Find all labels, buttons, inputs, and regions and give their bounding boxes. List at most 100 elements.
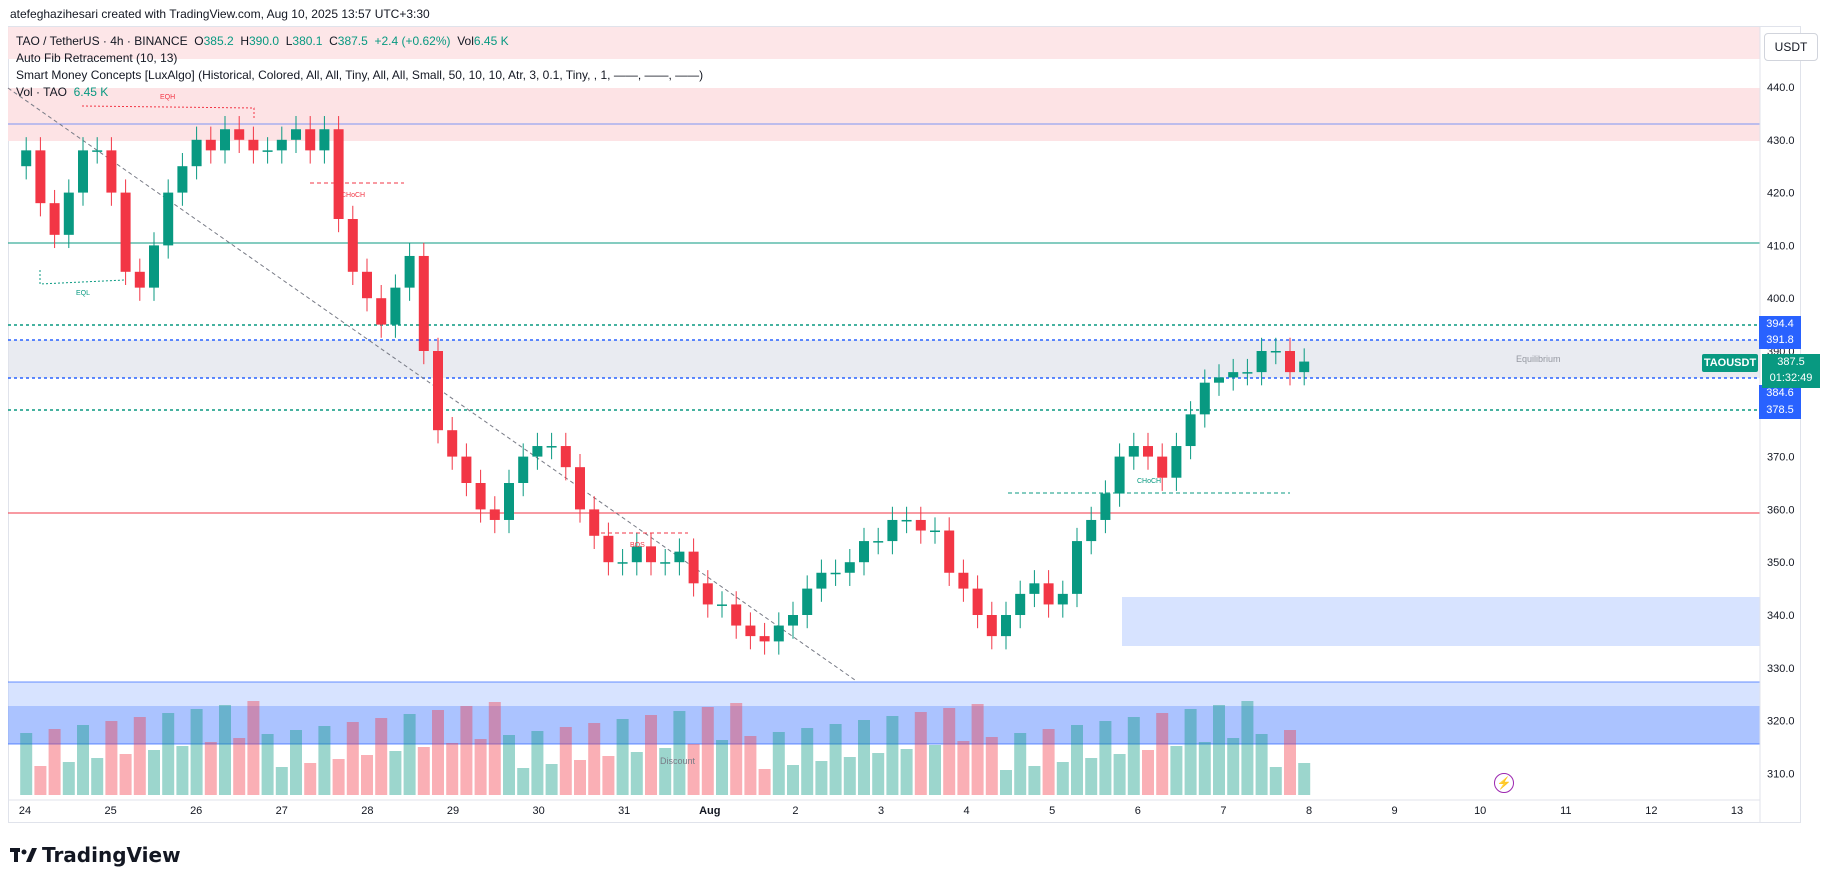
- candle-body[interactable]: [1029, 583, 1040, 594]
- candle-body[interactable]: [759, 636, 770, 642]
- candle-body[interactable]: [234, 129, 245, 140]
- candle-body[interactable]: [220, 129, 230, 151]
- candle-body[interactable]: [688, 551, 699, 584]
- candle-body[interactable]: [1015, 593, 1026, 615]
- indicator-smc-row[interactable]: Smart Money Concepts [LuxAlgo] (Historic…: [16, 68, 704, 82]
- candle-body[interactable]: [958, 572, 969, 589]
- candle-body[interactable]: [504, 483, 514, 520]
- candle-body[interactable]: [660, 562, 671, 564]
- candle-body[interactable]: [134, 271, 145, 288]
- candle-body[interactable]: [546, 446, 557, 448]
- candle-body[interactable]: [830, 572, 841, 575]
- candle-body[interactable]: [35, 150, 46, 204]
- candle-body[interactable]: [291, 129, 301, 140]
- candle-body[interactable]: [376, 298, 387, 325]
- candle-body[interactable]: [944, 530, 955, 573]
- candle-body[interactable]: [319, 129, 330, 151]
- candle-body[interactable]: [603, 535, 614, 563]
- flash-icon[interactable]: ⚡: [1494, 773, 1514, 793]
- candle-body[interactable]: [816, 572, 827, 589]
- candle-body[interactable]: [1214, 377, 1224, 383]
- candle-body[interactable]: [106, 150, 117, 193]
- candle-body[interactable]: [1086, 519, 1097, 542]
- candle-body[interactable]: [362, 271, 372, 299]
- candle-body[interactable]: [276, 139, 287, 151]
- candle-body[interactable]: [1043, 583, 1054, 605]
- tradingview-logo[interactable]: TradingView: [10, 841, 181, 867]
- candle-body[interactable]: [802, 588, 813, 615]
- candle-body[interactable]: [717, 604, 727, 606]
- candle-body[interactable]: [248, 139, 259, 151]
- candle-body[interactable]: [390, 287, 401, 325]
- symbol-legend-row[interactable]: TAO / TetherUS · 4h · BINANCE O385.2 H39…: [16, 33, 703, 50]
- time-axis[interactable]: 24 25 26 27 28 29 30 31 Aug 2 3 4 5 6 7 8 9 10 11 12 13: [19, 805, 1743, 817]
- candle-body[interactable]: [575, 467, 585, 510]
- candle-body[interactable]: [901, 519, 912, 522]
- candle-body[interactable]: [1270, 351, 1281, 353]
- candle-body[interactable]: [461, 456, 472, 483]
- candle-body[interactable]: [518, 456, 529, 483]
- candle-body[interactable]: [1299, 361, 1310, 373]
- candle-body[interactable]: [191, 139, 202, 167]
- candle-body[interactable]: [986, 615, 997, 637]
- indicator-fib-row[interactable]: Auto Fib Retracement (10, 13): [16, 51, 178, 65]
- candlesticks[interactable]: [21, 116, 1310, 655]
- candle-body[interactable]: [972, 588, 983, 615]
- candle-body[interactable]: [433, 351, 443, 431]
- candle-body[interactable]: [489, 509, 500, 520]
- candle-body[interactable]: [21, 150, 32, 167]
- candle-body[interactable]: [532, 446, 543, 457]
- candle-body[interactable]: [646, 546, 656, 563]
- candle-body[interactable]: [1072, 541, 1082, 594]
- candle-body[interactable]: [305, 129, 316, 151]
- candle-body[interactable]: [731, 604, 742, 626]
- candle-body[interactable]: [773, 625, 784, 642]
- candle-body[interactable]: [92, 150, 103, 152]
- candle-body[interactable]: [915, 519, 926, 531]
- candle-body[interactable]: [873, 541, 884, 543]
- candle-body[interactable]: [205, 139, 216, 151]
- candle-body[interactable]: [674, 551, 685, 563]
- candle-body[interactable]: [418, 255, 429, 351]
- candle-body[interactable]: [333, 129, 344, 219]
- candle-body[interactable]: [631, 546, 642, 563]
- price-axis[interactable]: 440.0430.0420.0410.0400.0390.0370.0360.0…: [1767, 82, 1795, 780]
- candle-body[interactable]: [589, 509, 600, 536]
- candle-body[interactable]: [1171, 446, 1182, 478]
- candle-body[interactable]: [1242, 372, 1253, 374]
- candle-body[interactable]: [930, 530, 940, 533]
- candle-body[interactable]: [1285, 351, 1295, 373]
- candle-body[interactable]: [1228, 372, 1239, 378]
- candle-body[interactable]: [617, 562, 628, 564]
- candle-body[interactable]: [844, 562, 855, 573]
- candle-body[interactable]: [120, 192, 131, 272]
- candle-body[interactable]: [887, 519, 898, 542]
- candle-body[interactable]: [702, 583, 713, 605]
- candle-body[interactable]: [149, 245, 159, 288]
- candle-body[interactable]: [475, 483, 486, 510]
- candle-body[interactable]: [49, 203, 60, 235]
- candle-body[interactable]: [1114, 456, 1125, 494]
- candle-body[interactable]: [404, 255, 415, 288]
- candle-body[interactable]: [447, 430, 458, 457]
- candle-body[interactable]: [1001, 615, 1011, 637]
- candle-body[interactable]: [1100, 493, 1111, 520]
- candle-body[interactable]: [177, 166, 188, 193]
- symbol-title[interactable]: TAO / TetherUS · 4h · BINANCE: [16, 34, 188, 48]
- candle-body[interactable]: [347, 219, 358, 272]
- candle-body[interactable]: [78, 150, 88, 193]
- candle-body[interactable]: [560, 446, 571, 468]
- candle-body[interactable]: [859, 541, 869, 563]
- candle-body[interactable]: [63, 192, 74, 235]
- candle-body[interactable]: [1256, 351, 1267, 373]
- candle-body[interactable]: [1143, 446, 1153, 457]
- indicator-vol-row[interactable]: Vol · TAO 6.45 K: [16, 84, 703, 101]
- candle-body[interactable]: [1157, 456, 1168, 478]
- candle-body[interactable]: [745, 625, 756, 637]
- candle-body[interactable]: [262, 150, 273, 152]
- currency-button[interactable]: USDT: [1764, 33, 1818, 61]
- candle-body[interactable]: [1199, 382, 1210, 415]
- candle-body[interactable]: [788, 615, 798, 626]
- candle-body[interactable]: [1057, 593, 1068, 605]
